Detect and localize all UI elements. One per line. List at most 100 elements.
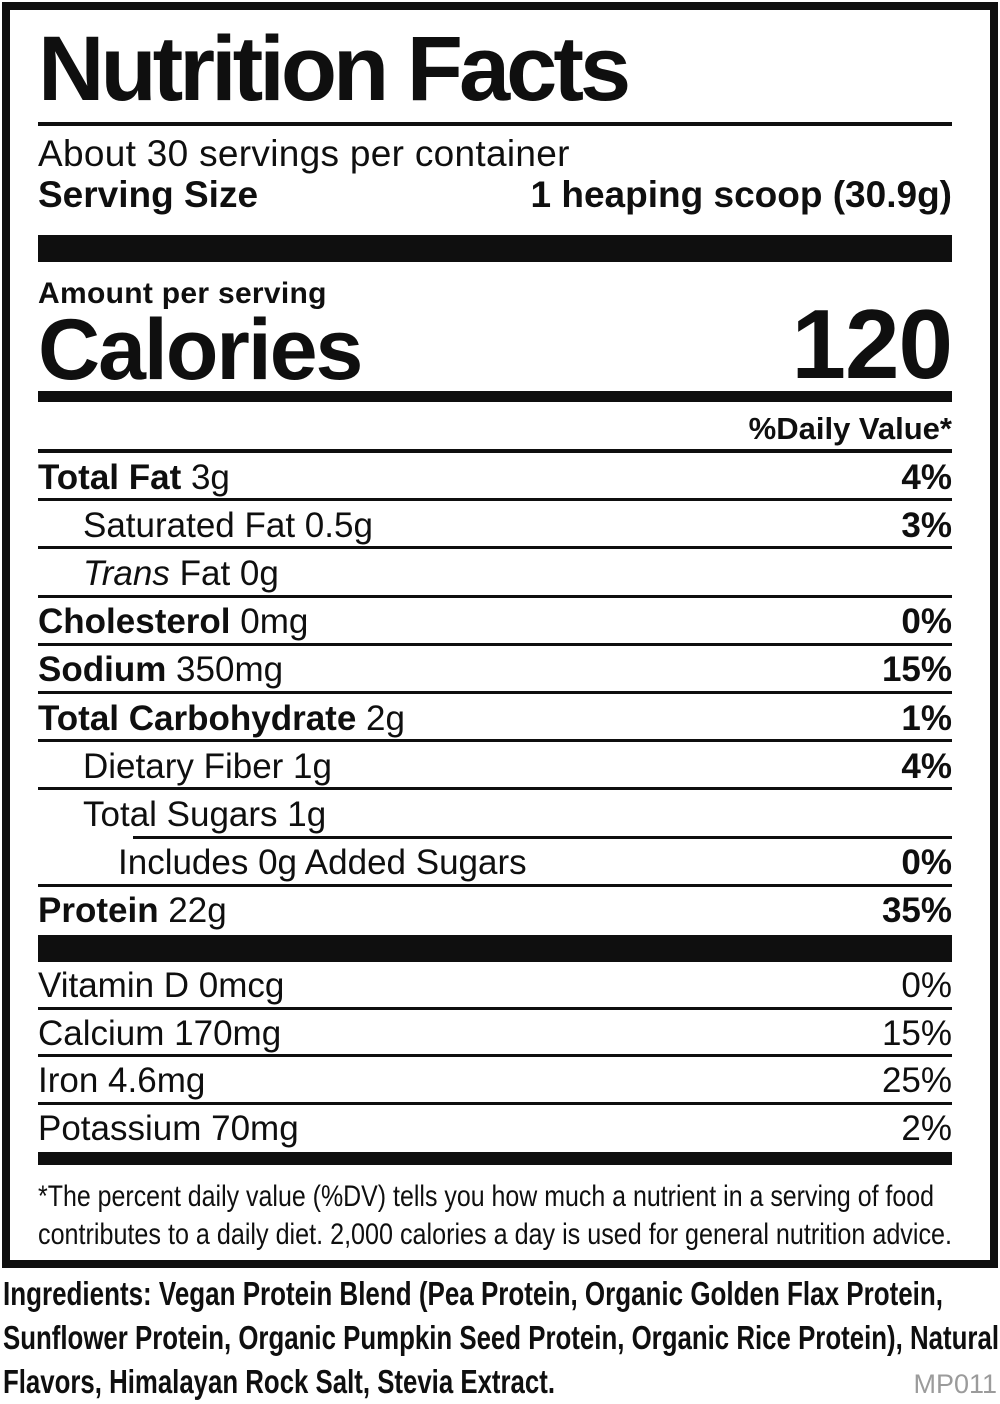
nutrient-name-part: Vitamin D 0mcg: [38, 966, 285, 1006]
nutrient-name-part: Iron 4.6mg: [38, 1061, 206, 1101]
row-separator-line: [38, 498, 952, 502]
row-separator-line: [38, 546, 952, 550]
serving-size-row: Serving Size 1 heaping scoop (30.9g): [38, 176, 952, 213]
row-separator-line: [38, 787, 952, 791]
row-separator-line: [133, 835, 952, 839]
nutrient-name: Protein 22g: [38, 893, 227, 928]
nutrient-row: Protein 22g 35%: [38, 887, 952, 935]
nutrient-name: Calcium 170mg: [38, 1016, 281, 1051]
calories-row: Calories 120: [38, 289, 953, 399]
nutrient-name: Total Carbohydrate 2g: [38, 701, 405, 736]
daily-value-percent: 3%: [901, 505, 952, 545]
daily-value-percent: 4%: [901, 746, 952, 786]
nutrient-row: Trans Fat 0g: [38, 549, 952, 598]
nutrient-name: Saturated Fat 0.5g: [38, 508, 373, 543]
nutrient-row: Total Sugars 1g: [38, 790, 952, 839]
title-divider-rule: [38, 122, 952, 126]
row-separator-line: [38, 1101, 952, 1105]
ingredients-line-3: Flavors, Himalayan Rock Salt, Stevia Ext…: [3, 1364, 555, 1401]
product-code: MP011: [913, 1369, 997, 1399]
daily-value-percent: 0%: [901, 602, 952, 642]
nutrient-name-part: Total Fat: [38, 457, 182, 497]
vitamin-row: Potassium 70mg 2%: [38, 1105, 952, 1153]
calories-label: Calories: [38, 302, 363, 398]
medium-divider-bar-vitamins: [38, 1152, 952, 1165]
daily-value-percent: 15%: [881, 650, 952, 690]
daily-value-percent: 2%: [901, 1108, 952, 1148]
nutrient-name-part: Trans: [83, 553, 170, 593]
nutrient-name: Vitamin D 0mcg: [38, 968, 284, 1003]
nutrient-name-part: 22g: [158, 891, 227, 931]
nutrient-name-part: Includes 0g Added Sugars: [118, 843, 527, 883]
thick-divider-bar-top: [38, 235, 952, 262]
row-separator-line: [38, 1006, 952, 1010]
daily-value-percent: 35%: [881, 891, 952, 931]
nutrient-name-part: 3g: [181, 457, 230, 497]
serving-size-label: Serving Size: [38, 174, 259, 215]
row-separator-line: [38, 739, 952, 743]
row-separator-line: [38, 594, 952, 598]
nutrient-name: Dietary Fiber 1g: [38, 749, 332, 784]
daily-value-rule: [38, 449, 952, 453]
nutrient-name-part: Total Carbohydrate: [38, 698, 357, 738]
nutrient-name: Iron 4.6mg: [38, 1063, 205, 1098]
nutrient-name-part: 0mg: [230, 602, 309, 642]
nutrient-name: Total Fat 3g: [38, 460, 230, 495]
row-separator-line: [38, 642, 952, 646]
nutrient-name-part: Sodium: [38, 650, 167, 690]
daily-value-percent: 0%: [901, 843, 952, 883]
daily-value-percent: 25%: [881, 1061, 952, 1101]
nutrient-name-part: Protein: [38, 891, 159, 931]
nutrient-row: Dietary Fiber 1g 4%: [38, 742, 952, 791]
footnote-line-1: *The percent daily value (%DV) tells you…: [38, 1180, 934, 1213]
calories-value: 120: [791, 289, 953, 399]
daily-value-percent: 1%: [901, 698, 952, 738]
nutrient-name-part: Saturated Fat 0.5g: [83, 505, 373, 545]
nutrient-name: Total Sugars 1g: [38, 797, 326, 832]
footnote-line-2: contributes to a daily diet. 2,000 calor…: [38, 1218, 952, 1251]
ingredients-line-1: Ingredients: Vegan Protein Blend (Pea Pr…: [3, 1276, 943, 1313]
thick-divider-bar-protein: [38, 935, 952, 962]
daily-value-header: %Daily Value*: [748, 411, 952, 446]
footnote: *The percent daily value (%DV) tells you…: [38, 1180, 952, 1251]
nutrient-name-part: Fat 0g: [169, 553, 279, 593]
nutrient-name-part: Potassium 70mg: [38, 1108, 299, 1148]
nutrient-rows: Total Fat 3g 4% Saturated Fat 0.5g 3% Trans …: [38, 453, 952, 935]
nutrient-name: Trans Fat 0g: [38, 556, 279, 591]
nutrient-row: Sodium 350mg 15%: [38, 646, 952, 694]
daily-value-percent: 4%: [901, 457, 952, 497]
vitamin-row: Vitamin D 0mcg 0%: [38, 962, 952, 1010]
nutrient-row: Total Fat 3g 4%: [38, 453, 952, 502]
medium-divider-bar-calories: [38, 391, 952, 402]
nutrient-row: Total Carbohydrate 2g 1%: [38, 694, 952, 743]
row-separator-line: [38, 1054, 952, 1057]
nutrition-facts-title: Nutrition Facts: [38, 18, 631, 120]
nutrition-facts-panel: Nutrition Facts About 30 servings per co…: [2, 2, 998, 1268]
ingredients-line-2: Sunflower Protein, Organic Pumpkin Seed …: [3, 1320, 999, 1357]
nutrient-name: Potassium 70mg: [38, 1111, 299, 1146]
nutrient-row: Saturated Fat 0.5g 3%: [38, 501, 952, 550]
nutrient-name-part: Calcium 170mg: [38, 1013, 282, 1053]
nutrient-name-part: Total Sugars 1g: [83, 794, 327, 834]
nutrient-name-part: Dietary Fiber 1g: [83, 746, 332, 786]
amount-per-serving-label: Amount per serving: [38, 277, 327, 310]
nutrient-name: Cholesterol 0mg: [38, 604, 308, 639]
vitamin-row: Iron 4.6mg 25%: [38, 1057, 952, 1105]
row-separator-line: [38, 883, 952, 887]
row-separator-line: [38, 690, 952, 694]
nutrient-name-part: 350mg: [166, 650, 284, 690]
nutrient-row: Includes 0g Added Sugars 0%: [38, 839, 952, 887]
nutrient-name: Sodium 350mg: [38, 652, 283, 687]
nutrient-row: Cholesterol 0mg 0%: [38, 598, 952, 646]
daily-value-percent: 15%: [881, 1013, 952, 1053]
servings-per-container: About 30 servings per container: [38, 133, 570, 174]
vitamin-row: Calcium 170mg 15%: [38, 1010, 952, 1057]
ingredients-text: Ingredients: Vegan Protein Blend (Pea Pr…: [3, 1276, 999, 1401]
vitamin-rows: Vitamin D 0mcg 0% Calcium 170mg 15% Iron 4.6…: [38, 962, 952, 1152]
nutrient-name: Includes 0g Added Sugars: [38, 845, 527, 880]
nutrient-name-part: Cholesterol: [38, 602, 231, 642]
daily-value-percent: 0%: [901, 966, 952, 1006]
nutrient-name-part: 2g: [356, 698, 405, 738]
serving-size-value: 1 heaping scoop (30.9g): [530, 174, 952, 215]
